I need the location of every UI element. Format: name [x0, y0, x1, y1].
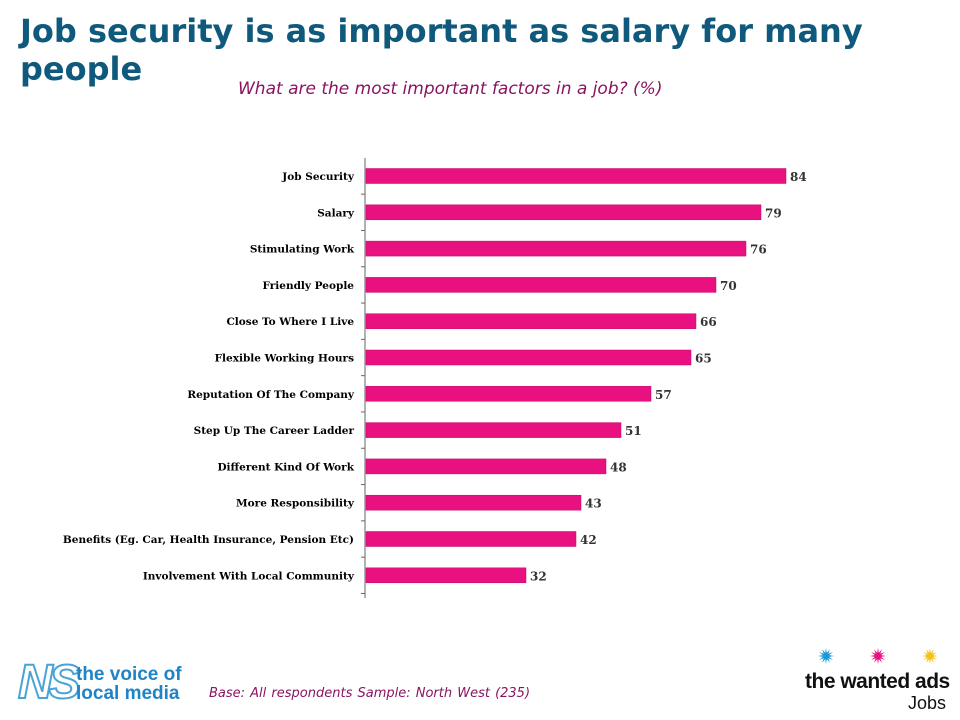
base-note: Base: All respondents Sample: North West… [209, 686, 531, 701]
star-icon [818, 648, 834, 664]
category-label: Different Kind Of Work [217, 461, 354, 473]
ns-logo: NS the voice of local media [17, 658, 186, 709]
ns-logo-mark: NS [17, 656, 82, 709]
category-label: Salary [317, 207, 355, 219]
value-label: 65 [695, 352, 712, 366]
value-label: 79 [765, 206, 782, 220]
wanted-ads-jobs: Jobs [907, 693, 946, 713]
category-label: Close To Where I Live [226, 316, 354, 328]
bar-10 [365, 531, 577, 547]
category-label: Flexible Working Hours [215, 353, 354, 365]
category-label: Involvement With Local Community [143, 570, 355, 582]
bar-5 [365, 349, 692, 366]
category-label: Friendly People [262, 280, 354, 292]
bar-7 [365, 422, 622, 438]
value-label: 51 [625, 424, 642, 438]
category-label: More Responsibility [236, 498, 355, 510]
wanted-ads-logo: the wanted ads Jobs [805, 645, 950, 715]
bar-6 [365, 386, 652, 402]
category-label: Reputation Of The Company [187, 389, 355, 401]
value-label: 42 [580, 533, 597, 547]
value-label: 84 [790, 170, 807, 184]
value-label: 32 [530, 569, 547, 583]
value-label: 43 [585, 497, 602, 511]
ns-logo-line-2: local media [76, 683, 180, 704]
wanted-ads-brand: the wanted ads [805, 670, 950, 693]
bar-11 [365, 567, 527, 584]
star-icon [922, 648, 937, 664]
value-label: 48 [610, 460, 627, 474]
category-label: Step Up The Career Ladder [194, 425, 355, 437]
category-label: Job Security [281, 171, 355, 183]
value-label: 70 [720, 279, 737, 293]
bar-4 [365, 313, 697, 329]
bar-3 [365, 277, 717, 293]
bar-2 [365, 240, 747, 257]
category-label: Stimulating Work [250, 244, 355, 256]
page-title: Job security is as important as salary f… [20, 12, 863, 88]
value-label: 57 [655, 388, 672, 402]
chart-subtitle: What are the most important factors in a… [238, 79, 663, 99]
category-label: Benefits (Eg. Car, Health Insurance, Pen… [63, 534, 354, 546]
bar-9 [365, 494, 582, 511]
bar-8 [365, 458, 607, 475]
ns-logo-line-1: the voice of [76, 664, 182, 685]
value-label: 76 [750, 243, 767, 257]
value-label: 66 [700, 315, 717, 329]
bar-0 [365, 168, 787, 184]
star-icon [870, 648, 886, 664]
bar-1 [365, 204, 762, 221]
